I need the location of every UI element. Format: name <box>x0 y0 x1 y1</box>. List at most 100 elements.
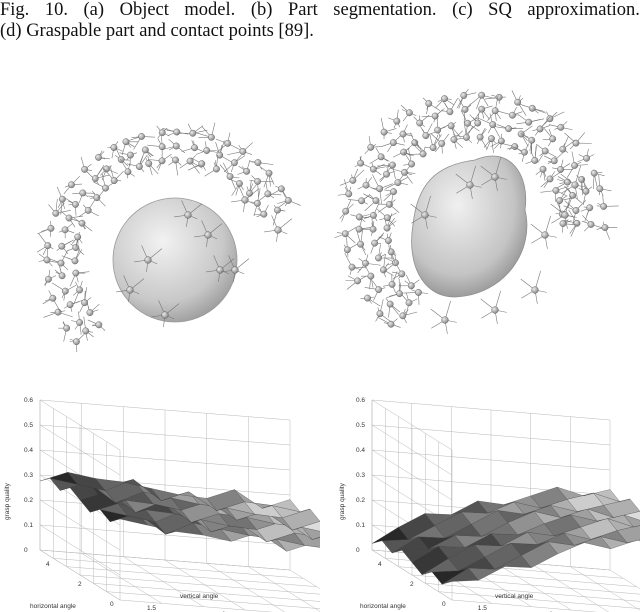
contact-point <box>596 174 612 196</box>
contact-point <box>219 162 240 190</box>
contact-point <box>58 223 75 239</box>
figure-caption: Fig. 10. (a) Object model. (b) Part segmentatio… <box>0 0 640 42</box>
contact-point <box>95 150 110 161</box>
contact-point <box>61 248 83 265</box>
contact-point <box>69 269 90 287</box>
contact-point <box>174 200 203 227</box>
contact-point <box>363 202 380 222</box>
contact-point <box>511 90 527 116</box>
contact-point <box>42 290 61 313</box>
contact-point <box>360 294 381 307</box>
contact-point <box>398 291 418 315</box>
contact-point <box>354 155 373 169</box>
contact-point <box>392 261 406 280</box>
contact-point <box>581 215 602 232</box>
contact-point <box>339 199 354 222</box>
contact-point <box>60 210 84 228</box>
contact-point <box>399 124 414 143</box>
contact-point <box>480 157 507 191</box>
contact-point <box>422 97 441 115</box>
contact-point <box>383 252 399 273</box>
contact-point <box>498 106 523 119</box>
contact-point <box>121 138 139 156</box>
contact-point <box>577 148 595 163</box>
z-tick-label: 0.4 <box>24 447 33 454</box>
contact-point <box>237 160 251 175</box>
contact-point <box>72 189 95 203</box>
z-tick-label: 0.6 <box>356 397 365 404</box>
contact-point <box>369 218 377 236</box>
contact-point <box>36 232 54 255</box>
contact-point <box>80 156 95 180</box>
contact-point <box>380 117 397 140</box>
contact-point <box>356 228 367 256</box>
contact-point <box>91 164 110 184</box>
contact-point <box>88 190 106 207</box>
contact-point <box>388 109 401 129</box>
contact-point <box>357 177 380 192</box>
contact-point <box>148 153 172 171</box>
contact-point <box>231 185 260 212</box>
contact-point <box>596 195 619 210</box>
caption-word: Object <box>119 0 169 20</box>
contact-point <box>580 204 594 222</box>
caption-word: segmentation. <box>333 0 437 20</box>
contact-point <box>480 290 507 324</box>
contact-point <box>73 218 93 232</box>
contact-point <box>378 232 392 252</box>
contact-point <box>134 245 163 272</box>
contact-point <box>519 103 547 114</box>
contact-point <box>49 251 69 271</box>
contact-point <box>516 114 545 126</box>
z-axis-label: grasp quality <box>4 482 11 520</box>
surface-patch <box>623 514 640 528</box>
contact-point <box>430 133 450 154</box>
y-axis-label: horizontal angle <box>360 603 406 610</box>
contact-point <box>272 204 286 226</box>
contact-point <box>250 188 264 217</box>
contact-point <box>151 300 180 327</box>
contact-point <box>403 149 415 171</box>
contact-point <box>256 181 282 203</box>
sq-approximation-figure <box>334 89 619 334</box>
contact-point <box>177 123 208 137</box>
contact-point <box>380 254 394 278</box>
contact-point <box>525 145 539 165</box>
object-model-sphere-figure <box>36 122 301 353</box>
z-tick-label: 0 <box>24 547 28 554</box>
contact-point <box>363 193 380 212</box>
contact-point <box>51 282 77 301</box>
contact-point <box>566 151 589 178</box>
contact-point <box>530 215 557 249</box>
contact-point <box>215 140 234 164</box>
contact-point <box>369 147 390 164</box>
contact-point <box>56 239 74 255</box>
contact-point <box>116 275 145 302</box>
contact-point <box>469 91 496 110</box>
contact-point <box>474 105 493 120</box>
contact-point <box>399 308 418 324</box>
contact-point <box>179 155 203 174</box>
z-tick-label: 0.3 <box>24 472 33 479</box>
contact-point <box>478 113 501 138</box>
contact-point <box>337 179 353 198</box>
contact-point <box>410 195 437 229</box>
contact-point <box>277 197 301 208</box>
contact-point <box>348 194 371 205</box>
contact-point <box>69 333 86 353</box>
contact-point <box>221 255 250 282</box>
contact-point <box>156 125 170 139</box>
surface-patch <box>583 489 621 503</box>
contact-point <box>344 253 367 276</box>
contact-point <box>38 247 53 267</box>
contact-point <box>549 121 573 131</box>
contact-point <box>434 114 450 138</box>
z-tick-label: 0 <box>356 547 360 554</box>
contact-point <box>540 171 562 188</box>
contact-point <box>339 168 365 186</box>
contact-point <box>385 297 401 318</box>
contact-point <box>383 271 398 294</box>
y-tick-label: 0 <box>442 601 446 608</box>
contact-point <box>483 135 496 153</box>
contact-point <box>390 168 416 184</box>
